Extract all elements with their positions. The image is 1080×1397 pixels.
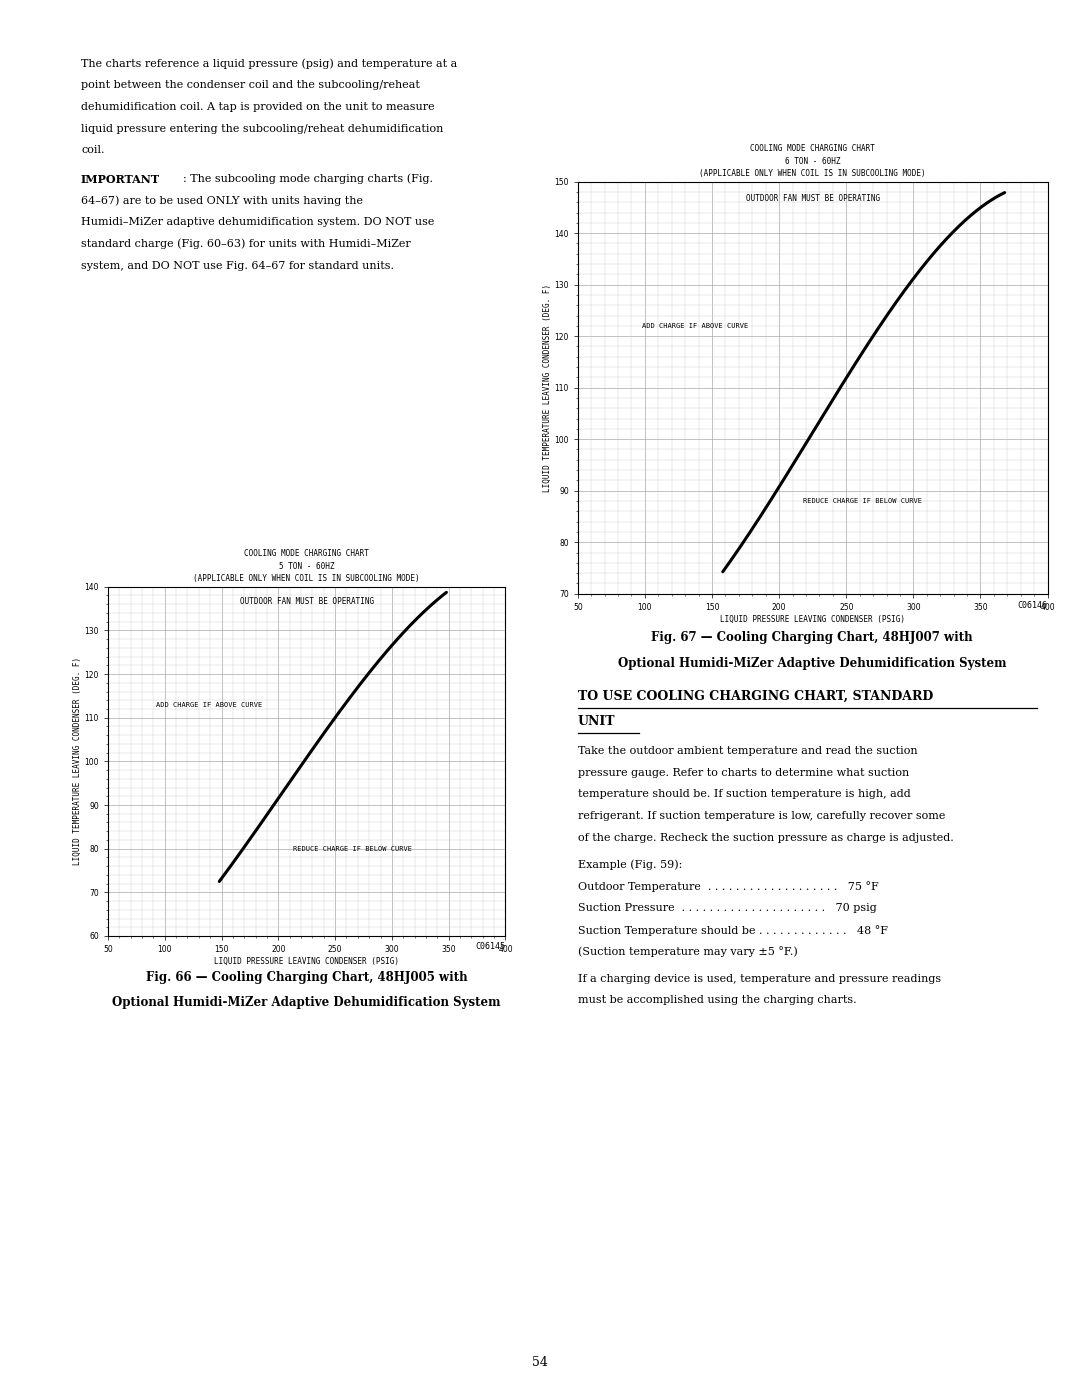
Text: The charts reference a liquid pressure (psig) and temperature at a: The charts reference a liquid pressure (… xyxy=(81,59,457,70)
Text: ADD CHARGE IF ABOVE CURVE: ADD CHARGE IF ABOVE CURVE xyxy=(643,323,748,328)
Y-axis label: LIQUID TEMPERATURE LEAVING CONDENSER (DEG. F): LIQUID TEMPERATURE LEAVING CONDENSER (DE… xyxy=(542,284,552,492)
Text: standard charge (Fig. 60–63) for units with Humidi–MiZer: standard charge (Fig. 60–63) for units w… xyxy=(81,239,410,250)
Text: liquid pressure entering the subcooling/reheat dehumidification: liquid pressure entering the subcooling/… xyxy=(81,123,444,134)
Text: Take the outdoor ambient temperature and read the suction: Take the outdoor ambient temperature and… xyxy=(578,746,917,756)
Text: must be accomplished using the charging charts.: must be accomplished using the charging … xyxy=(578,996,856,1006)
Text: system, and DO NOT use Fig. 64–67 for standard units.: system, and DO NOT use Fig. 64–67 for st… xyxy=(81,260,394,271)
Text: pressure gauge. Refer to charts to determine what suction: pressure gauge. Refer to charts to deter… xyxy=(578,768,909,778)
Text: Suction Pressure  . . . . . . . . . . . . . . . . . . . . .   70 psig: Suction Pressure . . . . . . . . . . . .… xyxy=(578,904,877,914)
Text: of the charge. Recheck the suction pressure as charge is adjusted.: of the charge. Recheck the suction press… xyxy=(578,833,954,842)
Text: UNIT: UNIT xyxy=(578,715,616,728)
Text: Outdoor Temperature  . . . . . . . . . . . . . . . . . . .   75 °F: Outdoor Temperature . . . . . . . . . . … xyxy=(578,882,878,893)
Text: Example (Fig. 59):: Example (Fig. 59): xyxy=(578,861,683,870)
Text: 64–67) are to be used ONLY with units having the: 64–67) are to be used ONLY with units ha… xyxy=(81,196,363,207)
Text: C06146: C06146 xyxy=(1017,601,1048,609)
Text: Humidi–MiZer adaptive dehumidification system. DO NOT use: Humidi–MiZer adaptive dehumidification s… xyxy=(81,217,434,228)
Text: OUTDOOR FAN MUST BE OPERATING: OUTDOOR FAN MUST BE OPERATING xyxy=(240,598,374,606)
X-axis label: LIQUID PRESSURE LEAVING CONDENSER (PSIG): LIQUID PRESSURE LEAVING CONDENSER (PSIG) xyxy=(214,957,400,965)
Text: 48HE,HJ: 48HE,HJ xyxy=(25,736,38,793)
Text: coil.: coil. xyxy=(81,145,105,155)
Text: : The subcooling mode charging charts (Fig.: : The subcooling mode charging charts (F… xyxy=(183,173,432,184)
Y-axis label: LIQUID TEMPERATURE LEAVING CONDENSER (DEG. F): LIQUID TEMPERATURE LEAVING CONDENSER (DE… xyxy=(72,658,82,865)
Text: If a charging device is used, temperature and pressure readings: If a charging device is used, temperatur… xyxy=(578,974,941,983)
Text: dehumidification coil. A tap is provided on the unit to measure: dehumidification coil. A tap is provided… xyxy=(81,102,434,112)
Text: REDUCE CHARGE IF BELOW CURVE: REDUCE CHARGE IF BELOW CURVE xyxy=(293,845,413,852)
Text: Fig. 67 — Cooling Charging Chart, 48HJ007 with: Fig. 67 — Cooling Charging Chart, 48HJ00… xyxy=(651,631,973,644)
Text: REDUCE CHARGE IF BELOW CURVE: REDUCE CHARGE IF BELOW CURVE xyxy=(804,497,922,504)
Text: TO USE COOLING CHARGING CHART, STANDARD: TO USE COOLING CHARGING CHART, STANDARD xyxy=(578,690,933,703)
Text: temperature should be. If suction temperature is high, add: temperature should be. If suction temper… xyxy=(578,789,910,799)
Text: ADD CHARGE IF ABOVE CURVE: ADD CHARGE IF ABOVE CURVE xyxy=(156,701,262,708)
Text: IMPORTANT: IMPORTANT xyxy=(81,173,160,184)
Text: C06145: C06145 xyxy=(475,942,505,950)
Title: COOLING MODE CHARGING CHART
6 TON - 60HZ
(APPLICABLE ONLY WHEN COIL IS IN SUBCOO: COOLING MODE CHARGING CHART 6 TON - 60HZ… xyxy=(700,144,926,177)
Title: COOLING MODE CHARGING CHART
5 TON - 60HZ
(APPLICABLE ONLY WHEN COIL IS IN SUBCOO: COOLING MODE CHARGING CHART 5 TON - 60HZ… xyxy=(193,549,420,583)
Text: Optional Humidi-MiZer Adaptive Dehumidification System: Optional Humidi-MiZer Adaptive Dehumidif… xyxy=(112,996,501,1009)
Text: (Suction temperature may vary ±5 °F.): (Suction temperature may vary ±5 °F.) xyxy=(578,947,797,957)
Text: Fig. 66 — Cooling Charging Chart, 48HJ005 with: Fig. 66 — Cooling Charging Chart, 48HJ00… xyxy=(146,971,468,983)
Text: point between the condenser coil and the subcooling/reheat: point between the condenser coil and the… xyxy=(81,81,420,91)
Text: Suction Temperature should be . . . . . . . . . . . . .   48 °F: Suction Temperature should be . . . . . … xyxy=(578,925,888,936)
Text: refrigerant. If suction temperature is low, carefully recover some: refrigerant. If suction temperature is l… xyxy=(578,810,945,821)
Text: OUTDOOR FAN MUST BE OPERATING: OUTDOOR FAN MUST BE OPERATING xyxy=(745,194,880,203)
X-axis label: LIQUID PRESSURE LEAVING CONDENSER (PSIG): LIQUID PRESSURE LEAVING CONDENSER (PSIG) xyxy=(720,615,905,623)
Text: Optional Humidi-MiZer Adaptive Dehumidification System: Optional Humidi-MiZer Adaptive Dehumidif… xyxy=(618,657,1007,669)
Text: 54: 54 xyxy=(532,1356,548,1369)
